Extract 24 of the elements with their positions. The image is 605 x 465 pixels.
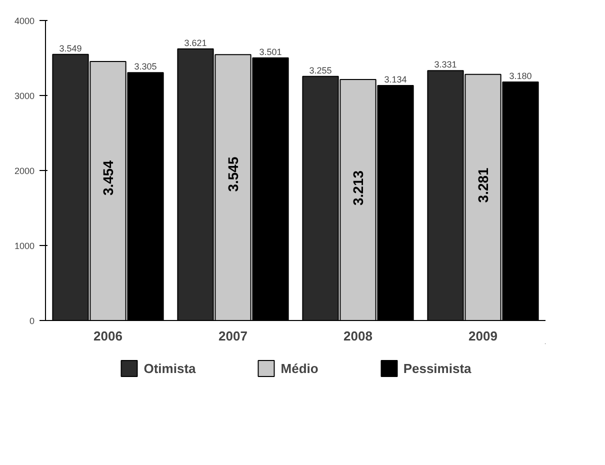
- x-tick-label: 2007: [218, 328, 248, 344]
- data-label: 3.454: [100, 160, 116, 196]
- data-label: 3.549: [59, 43, 82, 54]
- x-tick-label: 2006: [94, 328, 122, 344]
- data-label: 3.501: [259, 46, 282, 57]
- y-tick-label: 4000: [14, 16, 35, 26]
- legend-label: Médio: [280, 360, 318, 376]
- data-label: 3.305: [134, 62, 157, 72]
- data-label: 3.180: [509, 71, 532, 81]
- y-tick-label: 3000: [14, 91, 35, 101]
- data-label: 3.545: [225, 156, 241, 192]
- x-tick-label: 2009: [468, 328, 498, 344]
- data-label: 3.213: [350, 170, 366, 206]
- data-label: 3.134: [384, 74, 407, 84]
- data-label: 3.331: [434, 60, 457, 70]
- x-tick-label: 2008: [344, 328, 372, 344]
- y-tick-label: 2000: [14, 166, 35, 176]
- data-label: 3.621: [184, 38, 207, 48]
- y-tick-label: 1000: [14, 241, 35, 251]
- legend-label: Pessimista: [403, 360, 472, 376]
- data-label: 3.281: [475, 167, 491, 203]
- y-tick-label: 0: [29, 316, 35, 326]
- data-label: 3.255: [309, 65, 332, 76]
- legend-label: Otimista: [144, 360, 196, 376]
